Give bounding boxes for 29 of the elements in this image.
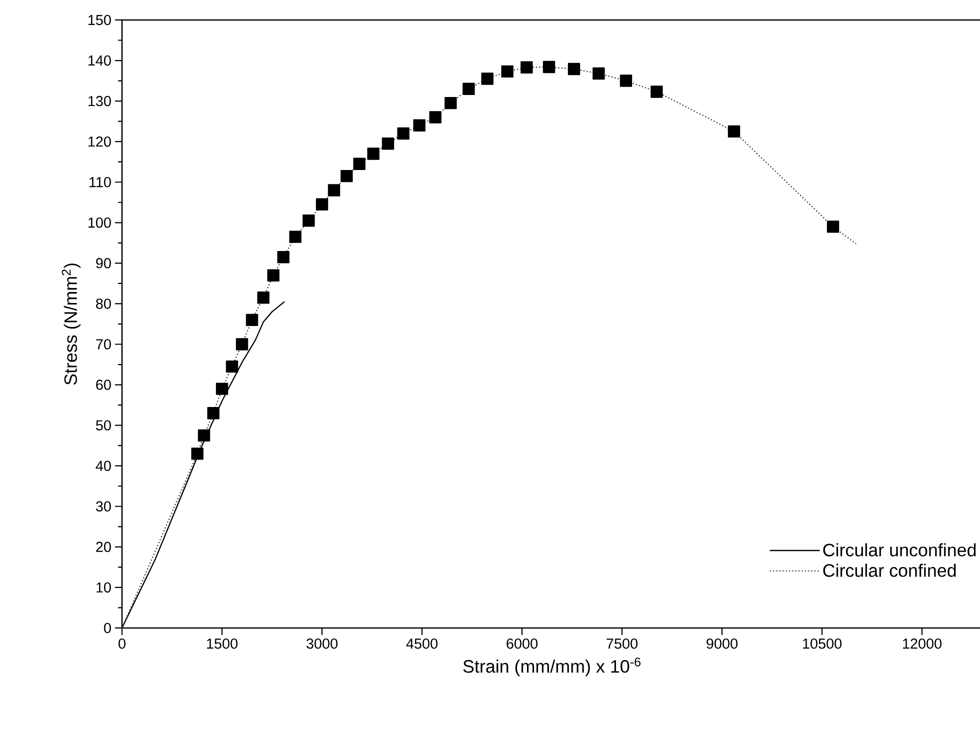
y-tick-label: 30 (96, 501, 111, 512)
y-axis-title: Stress (N/mm$^{2}$) (62, 264, 81, 385)
y-tick-label: 130 (88, 96, 111, 106)
x-axis-title: Strain (mm/mm) x 10$^{-6}$ (463, 658, 640, 676)
y-tick-label: 60 (96, 380, 111, 390)
x-tick-label: 0 (118, 638, 126, 649)
y-tick-label: 70 (96, 339, 111, 350)
x-tick-label: 7500 (606, 638, 638, 649)
y-tick-label: 140 (88, 55, 111, 66)
y-tick-label: 10 (96, 582, 111, 593)
x-tick-label: 10500 (803, 638, 842, 649)
x-tick-label: 9000 (706, 638, 738, 649)
x-tick-label: 4500 (406, 638, 438, 649)
x-tick-label: 1500 (207, 638, 238, 649)
legend-label: Circular confined (823, 564, 956, 577)
y-tick-label: 0 (104, 622, 111, 634)
y-tick-label: 90 (96, 258, 111, 268)
y-tick-label: 20 (96, 542, 111, 552)
x-tick-label: 6000 (506, 638, 538, 649)
y-tick-label: 100 (88, 218, 111, 228)
x-tick-label: 3000 (306, 638, 338, 649)
x-tick-label: 12000 (903, 638, 942, 649)
legend-label: Circular unconfined (823, 543, 976, 556)
y-tick-label: 110 (90, 176, 111, 188)
y-tick-label: 150 (88, 14, 111, 26)
y-tick-label: 40 (96, 460, 111, 471)
y-tick-label: 50 (96, 420, 111, 430)
y-tick-label: 120 (88, 136, 111, 147)
y-tick-label: 80 (96, 298, 111, 309)
